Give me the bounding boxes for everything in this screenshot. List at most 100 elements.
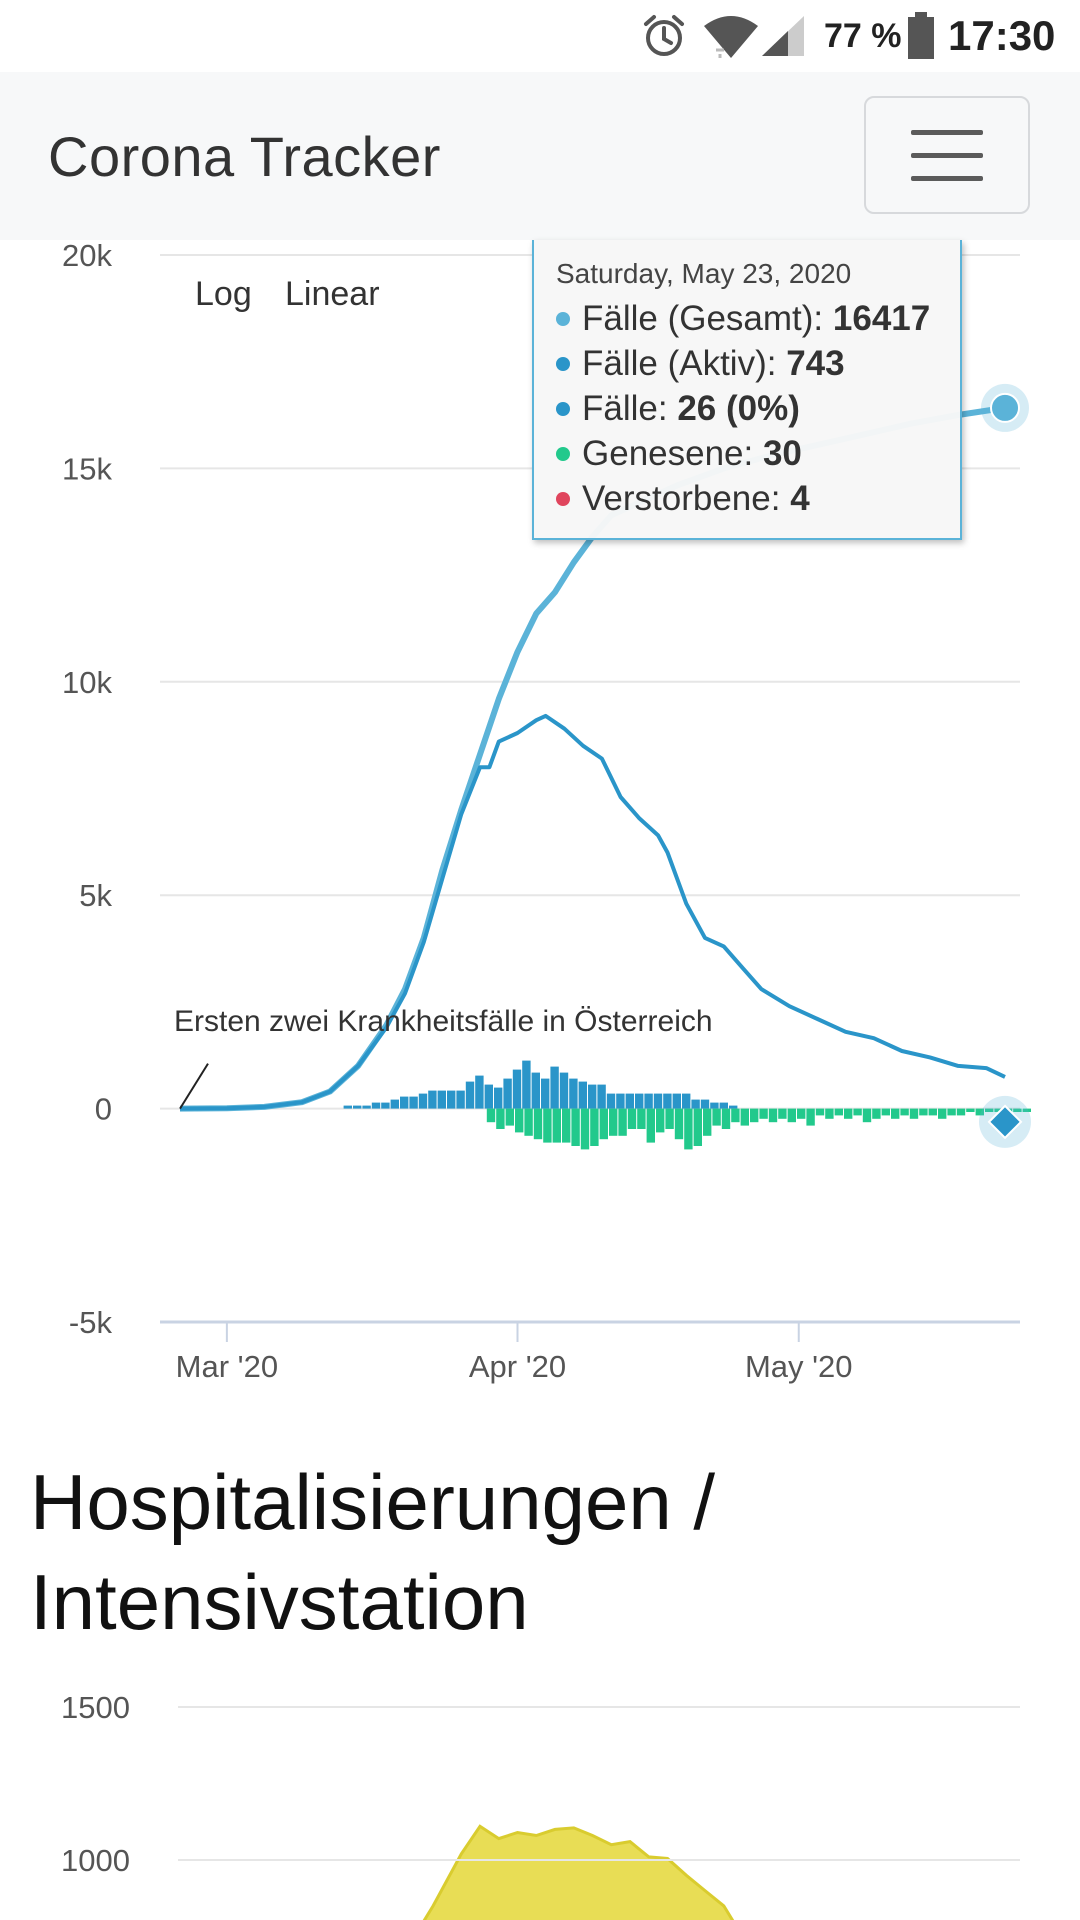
recovered-bar (862, 1108, 872, 1123)
daily-cases-bar (625, 1093, 634, 1109)
tooltip-label: Genesene: (582, 434, 763, 473)
daily-cases-bar (362, 1105, 371, 1109)
daily-cases-bar (512, 1069, 522, 1109)
daily-cases-bar (409, 1096, 418, 1109)
tooltip-value: 743 (786, 344, 845, 383)
daily-cases-bar (531, 1072, 540, 1109)
recovered-bar (881, 1108, 890, 1116)
daily-cases-bar (484, 1084, 493, 1109)
recovered-bar (928, 1108, 937, 1116)
x-tick-label: Apr '20 (469, 1349, 566, 1384)
recovered-bar (787, 1108, 796, 1123)
recovered-bar (994, 1108, 1003, 1112)
y-tick-label: 15k (62, 451, 112, 486)
recovered-bar (947, 1108, 956, 1116)
tooltip-row-active: Fälle (Aktiv): 743 (556, 341, 960, 386)
tooltip-row-recovered: Genesene: 30 (556, 431, 960, 476)
recovered-bar (815, 1108, 825, 1116)
daily-cases-bar (578, 1081, 587, 1109)
recovered-bar (618, 1108, 627, 1136)
recovered-bar (515, 1108, 524, 1133)
hospital-area (422, 1824, 735, 1920)
recovered-bar (712, 1108, 721, 1126)
recovered-bar (740, 1108, 749, 1126)
hamburger-menu-icon-line-3 (911, 176, 983, 181)
series-dot-icon (556, 311, 570, 326)
recovered-bar (552, 1108, 561, 1143)
daily-cases-bar (663, 1093, 672, 1109)
tooltip-label: Fälle (Gesamt): (582, 299, 833, 338)
recovered-bar (956, 1108, 966, 1116)
recovered-bar (768, 1108, 778, 1123)
hospital-chart[interactable]: 1500 1000 (0, 1660, 1080, 1920)
daily-cases-bar (616, 1093, 625, 1109)
recovered-bar (834, 1108, 843, 1116)
status-bar: 77 % 17:30 (0, 0, 1080, 72)
daily-cases-bar (390, 1099, 399, 1109)
daily-cases-bar (475, 1075, 484, 1109)
daily-cases-bar (700, 1099, 710, 1109)
recovered-bar (1013, 1108, 1022, 1112)
daily-cases-bar (503, 1078, 512, 1109)
tooltip-row-new: Fälle: 26 (0%) (556, 386, 960, 431)
menu-toggle-button[interactable] (864, 96, 1030, 214)
recovered-bar (900, 1108, 909, 1116)
y-tick-label: -5k (69, 1305, 113, 1340)
y-tick-label: 1000 (61, 1843, 130, 1878)
daily-cases-bar (691, 1099, 700, 1109)
daily-cases-bar (653, 1093, 663, 1109)
recovered-bar (684, 1108, 693, 1150)
y-tick-label: 1500 (61, 1690, 130, 1725)
series-dot-icon (556, 356, 570, 371)
daily-cases-bar (371, 1102, 381, 1109)
series-dot-icon (556, 446, 570, 461)
daily-cases-bar (569, 1078, 578, 1109)
recovered-bar (985, 1108, 994, 1112)
chart-tooltip: Saturday, May 23, 2020 Fälle (Gesamt): 1… (532, 240, 962, 540)
linear-scale-button[interactable]: Linear (285, 275, 380, 313)
recovered-bar (580, 1108, 590, 1150)
annotation-connector (179, 1063, 209, 1110)
recovered-bar (909, 1108, 919, 1119)
recovered-bar (524, 1108, 533, 1136)
hamburger-menu-icon-line-2 (911, 153, 983, 158)
recovered-bar (646, 1108, 655, 1143)
daily-cases-bar (353, 1105, 362, 1109)
battery-percent: 77 % (824, 17, 902, 55)
daily-cases-bar (522, 1060, 531, 1109)
battery-icon (908, 12, 934, 59)
y-tick-label: 20k (62, 240, 112, 273)
log-scale-button[interactable]: Log (195, 275, 252, 313)
recovered-bar (891, 1108, 900, 1119)
series-dot-icon (556, 491, 570, 506)
app-brand-title[interactable]: Corona Tracker (48, 125, 441, 188)
daily-cases-bar (418, 1093, 428, 1109)
recovered-bar (966, 1108, 975, 1112)
cases-chart[interactable]: 20k 15k 10k 5k 0 -5k Mar '20 Apr '20 May '20 Log… (0, 240, 1080, 1410)
recovered-bar (938, 1108, 947, 1119)
daily-cases-bar (710, 1102, 719, 1109)
active-cases-line (179, 713, 1006, 1111)
recovered-bar (853, 1108, 862, 1116)
total-cases-marker (990, 392, 1020, 423)
daily-cases-bar (588, 1084, 597, 1109)
daily-cases-bar (644, 1093, 653, 1109)
recovered-bar (590, 1108, 599, 1146)
recovered-bar (721, 1108, 731, 1129)
daily-cases-bar (559, 1072, 569, 1109)
recovered-bar (797, 1108, 806, 1119)
hospitalizations-heading: Hospitalisierungen / Intensivstation (30, 1458, 716, 1646)
signal-icon (762, 16, 804, 56)
recovered-bar (806, 1108, 815, 1126)
daily-cases-bar (635, 1093, 644, 1109)
daily-cases-bar (343, 1105, 352, 1109)
clock-time: 17:30 (948, 12, 1056, 59)
recovered-bar (693, 1108, 702, 1146)
recovered-bar (750, 1108, 759, 1123)
tooltip-date: Saturday, May 23, 2020 (556, 258, 852, 289)
recovered-bar (665, 1108, 674, 1129)
daily-cases-bar (719, 1102, 728, 1109)
series-dot-icon (556, 401, 570, 416)
alarm-icon (644, 15, 684, 56)
y-tick-label: 0 (95, 1092, 112, 1127)
